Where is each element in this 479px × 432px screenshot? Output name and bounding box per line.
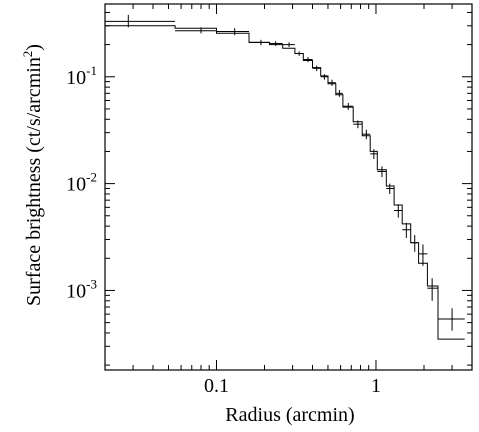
y-tick-label: 10-3 [66,276,97,302]
data-point [353,120,363,129]
data-point [377,166,387,178]
data-series [105,14,465,331]
data-point [386,183,395,194]
data-point [438,308,465,331]
y-axis-label: Surface brightness (ct/s/arcmin2) [20,44,45,306]
data-point [335,90,343,97]
data-point [402,222,411,238]
y-tick-label: 10-1 [66,63,97,89]
data-point [427,278,439,301]
data-point [342,102,354,110]
data-point [418,244,428,266]
data-point [394,204,403,218]
data-point [249,39,270,46]
plot-frame [104,3,473,371]
data-point [410,235,419,252]
data-point [370,149,378,159]
model-series [105,25,465,340]
data-point [216,28,250,36]
data-point [320,74,328,80]
data-point [362,129,371,140]
x-tick-label: 0.1 [204,375,229,397]
data-point [294,51,304,56]
data-point [175,27,217,34]
data-point [282,42,295,47]
data-point [312,65,321,72]
data-point [269,41,283,46]
x-tick-label: 1 [371,375,381,397]
model-step-line [105,25,465,340]
x-axis-label: Radius (arcmin) [225,404,354,426]
data-point [105,14,176,28]
data-point [303,57,313,63]
data-point [327,79,336,86]
axis-ticks [104,4,473,370]
y-tick-label: 10-2 [66,170,97,196]
tick-labels: 0.1 1 10-1 10-2 10-3 [66,63,381,397]
